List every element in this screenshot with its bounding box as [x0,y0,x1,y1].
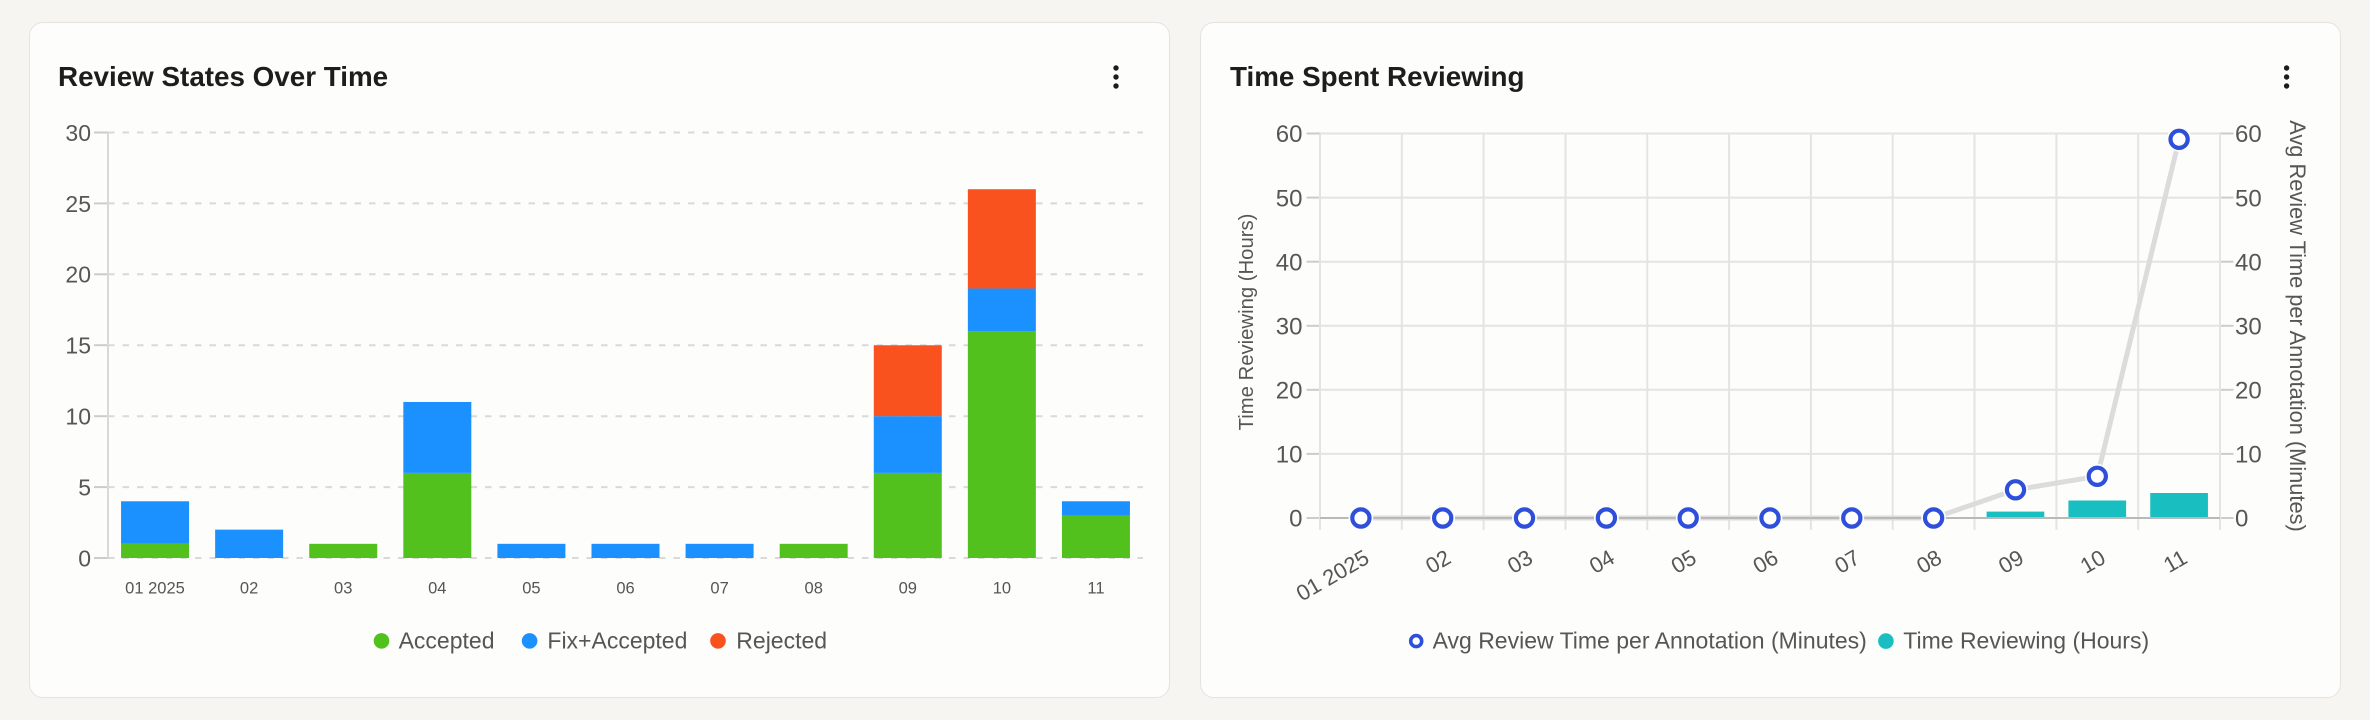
svg-text:08: 08 [805,579,823,597]
svg-text:Review States Over Time: Review States Over Time [58,61,388,92]
svg-text:20: 20 [2235,378,2262,405]
svg-text:02: 02 [1421,545,1455,579]
svg-text:06: 06 [616,579,634,597]
svg-text:30: 30 [2235,313,2262,340]
svg-text:Avg Review Time per Annotation: Avg Review Time per Annotation (Minutes) [1433,627,1867,653]
svg-text:05: 05 [522,579,540,597]
svg-text:01 2025: 01 2025 [125,579,185,597]
svg-text:07: 07 [710,579,728,597]
svg-text:11: 11 [2159,545,2191,578]
svg-text:50: 50 [1276,185,1303,212]
svg-text:Time Reviewing (Hours): Time Reviewing (Hours) [1236,214,1258,431]
svg-text:10: 10 [1276,442,1303,469]
svg-text:10: 10 [2076,545,2110,579]
svg-text:20: 20 [1276,378,1303,405]
svg-text:10: 10 [2235,442,2262,469]
svg-text:Fix+Accepted: Fix+Accepted [547,627,687,653]
svg-text:40: 40 [2235,249,2262,276]
svg-text:02: 02 [240,579,258,597]
svg-text:60: 60 [1276,121,1303,148]
svg-text:06: 06 [1749,545,1783,579]
svg-text:Rejected: Rejected [736,627,827,653]
svg-text:04: 04 [428,579,446,597]
svg-text:Accepted: Accepted [399,627,495,653]
svg-text:08: 08 [1912,545,1946,579]
svg-text:03: 03 [1503,545,1537,579]
svg-text:40: 40 [1276,249,1303,276]
svg-text:09: 09 [899,579,917,597]
svg-text:30: 30 [1276,313,1303,340]
svg-text:04: 04 [1585,545,1619,579]
svg-text:10: 10 [993,579,1011,597]
svg-text:5: 5 [78,475,91,501]
svg-text:05: 05 [1667,545,1701,579]
svg-text:01 2025: 01 2025 [1292,545,1373,606]
svg-text:11: 11 [1087,579,1104,597]
svg-text:20: 20 [65,262,91,288]
svg-text:09: 09 [1994,545,2028,579]
svg-text:0: 0 [1289,506,1302,533]
svg-text:07: 07 [1830,545,1864,579]
svg-text:03: 03 [334,579,352,597]
svg-text:15: 15 [65,333,91,359]
svg-text:0: 0 [2235,506,2248,533]
svg-text:50: 50 [2235,185,2262,212]
svg-text:0: 0 [78,545,91,571]
svg-text:60: 60 [2235,121,2262,148]
svg-text:Avg Review Time per Annotation: Avg Review Time per Annotation (Minutes) [2285,120,2310,532]
svg-text:10: 10 [65,404,91,430]
svg-text:30: 30 [65,120,91,146]
svg-text:25: 25 [65,191,91,217]
svg-text:Time Spent Reviewing: Time Spent Reviewing [1230,61,1525,92]
svg-text:Time Reviewing (Hours): Time Reviewing (Hours) [1903,627,2149,653]
